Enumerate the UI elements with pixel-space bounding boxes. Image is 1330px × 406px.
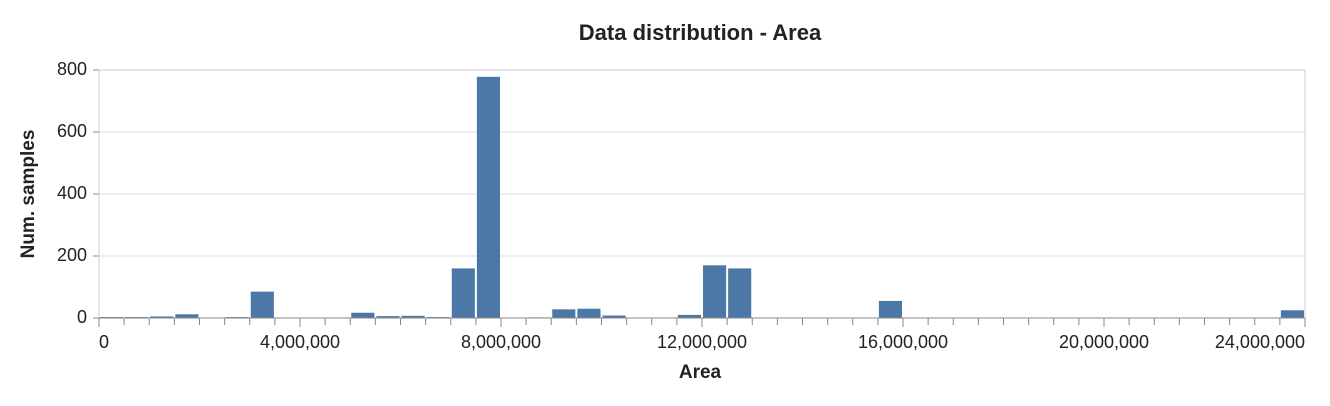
y-tick-label: 200 bbox=[57, 245, 87, 265]
bar bbox=[351, 312, 375, 318]
bar bbox=[677, 314, 701, 318]
x-tick-label: 0 bbox=[99, 332, 109, 352]
bar bbox=[401, 315, 425, 318]
bar bbox=[175, 314, 199, 318]
bar bbox=[577, 308, 601, 318]
x-axis-title: Area bbox=[679, 362, 722, 383]
bar bbox=[878, 300, 902, 318]
y-tick-label: 800 bbox=[57, 59, 87, 79]
bar bbox=[376, 316, 400, 318]
bar bbox=[552, 309, 576, 318]
x-tick-label: 16,000,000 bbox=[858, 332, 948, 352]
bar bbox=[150, 316, 174, 318]
y-tick-label: 0 bbox=[77, 307, 87, 327]
x-tick-label: 8,000,000 bbox=[461, 332, 541, 352]
y-tick-label: 400 bbox=[57, 183, 87, 203]
bar bbox=[703, 265, 727, 318]
bar bbox=[1280, 310, 1304, 318]
bar bbox=[476, 76, 500, 318]
y-tick-label: 600 bbox=[57, 121, 87, 141]
bar bbox=[602, 315, 626, 318]
x-tick-label: 20,000,000 bbox=[1059, 332, 1149, 352]
bar bbox=[250, 291, 274, 318]
bar bbox=[451, 268, 475, 318]
x-tick-label: 4,000,000 bbox=[260, 332, 340, 352]
y-axis-title: Num. samples bbox=[18, 130, 39, 259]
x-tick-label: 12,000,000 bbox=[657, 332, 747, 352]
chart-title: Data distribution - Area bbox=[579, 20, 822, 45]
bar bbox=[728, 268, 752, 318]
x-tick-label: 24,000,000 bbox=[1215, 332, 1305, 352]
